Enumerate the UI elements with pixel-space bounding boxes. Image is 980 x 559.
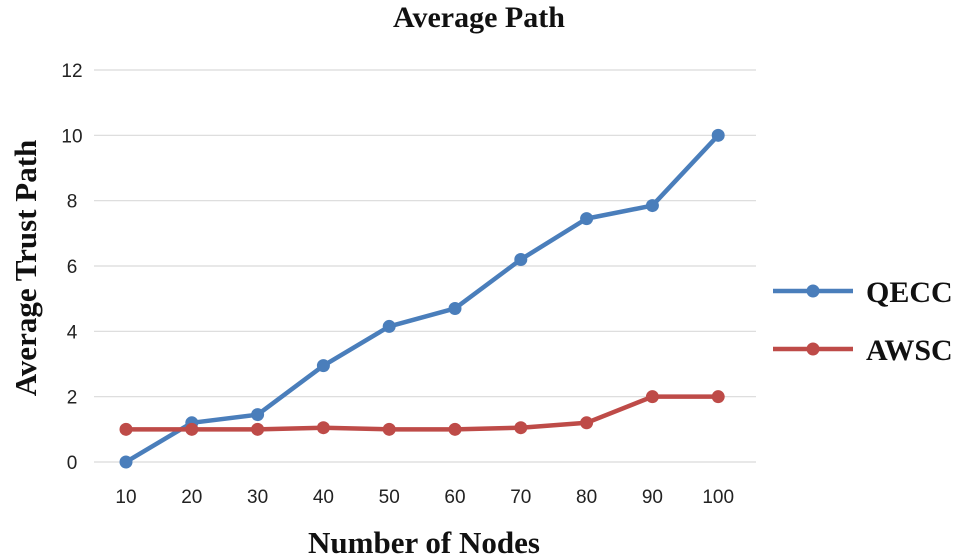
data-point-awsc xyxy=(119,422,133,436)
data-point-qecc xyxy=(382,319,396,333)
y-tick-label: 12 xyxy=(61,61,82,82)
x-tick-label: 20 xyxy=(181,487,202,508)
y-tick-label: 6 xyxy=(67,257,78,278)
data-point-qecc xyxy=(514,252,528,266)
data-point-qecc xyxy=(119,455,133,469)
x-tick-label: 50 xyxy=(379,487,400,508)
y-axis-label: Average Trust Path xyxy=(8,140,43,397)
y-tick-label: 2 xyxy=(67,388,78,409)
y-tick-label: 8 xyxy=(67,192,78,213)
data-point-awsc xyxy=(448,422,462,436)
legend-marker-qecc xyxy=(806,284,820,298)
x-tick-label: 90 xyxy=(642,487,663,508)
series-qecc xyxy=(119,128,725,469)
gridlines xyxy=(94,69,756,463)
series-line-qecc xyxy=(123,133,721,465)
series-line-awsc xyxy=(123,394,721,432)
series-awsc xyxy=(119,390,725,436)
data-point-awsc xyxy=(711,390,725,404)
x-tick-label: 40 xyxy=(313,487,334,508)
data-point-awsc xyxy=(185,422,199,436)
plot-series xyxy=(119,128,725,469)
y-axis-ticks: 0 2 4 6 8 10 12 xyxy=(61,61,82,474)
x-axis-ticks: 10 20 30 40 50 60 70 80 90 100 xyxy=(115,487,734,508)
y-tick-label: 4 xyxy=(67,322,78,343)
legend-marker-awsc xyxy=(806,342,820,356)
x-tick-label: 30 xyxy=(247,487,268,508)
data-point-qecc xyxy=(580,212,594,226)
x-tick-label: 100 xyxy=(702,487,734,508)
y-tick-label: 10 xyxy=(61,126,82,147)
data-point-awsc xyxy=(382,422,396,436)
x-tick-label: 60 xyxy=(444,487,465,508)
data-point-qecc xyxy=(645,199,659,213)
data-point-qecc xyxy=(711,128,725,142)
data-point-awsc xyxy=(645,390,659,404)
data-point-awsc xyxy=(316,421,330,435)
y-tick-label: 0 xyxy=(67,453,78,474)
data-point-awsc xyxy=(251,422,265,436)
data-point-awsc xyxy=(514,421,528,435)
data-point-qecc xyxy=(448,301,462,315)
data-point-qecc xyxy=(316,359,330,373)
x-axis-label: Number of Nodes xyxy=(308,525,540,559)
chart-title: Average Path xyxy=(393,1,565,34)
x-tick-label: 80 xyxy=(576,487,597,508)
x-tick-label: 70 xyxy=(510,487,531,508)
legend-label-qecc: QECC xyxy=(866,276,953,309)
legend-label-awsc: AWSC xyxy=(866,334,953,367)
data-point-awsc xyxy=(580,416,594,430)
data-point-qecc xyxy=(251,408,265,422)
x-tick-label: 10 xyxy=(115,487,136,508)
legend: QECC AWSC xyxy=(773,276,953,367)
